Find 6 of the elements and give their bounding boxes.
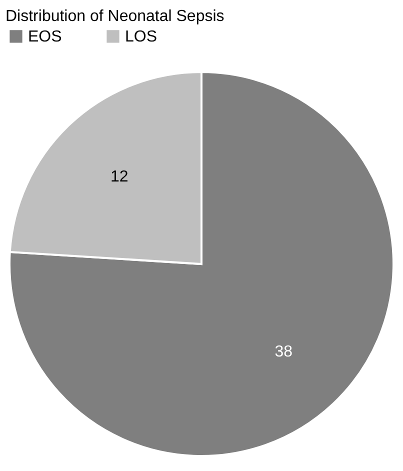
data-label: 12	[110, 168, 128, 186]
data-label: 38	[274, 343, 293, 360]
chart-title: Distribution of Neonatal Sepsis	[6, 8, 224, 25]
legend-label: LOS	[125, 28, 158, 46]
legend-label: EOS	[28, 28, 62, 46]
pie-slice	[8, 71, 394, 457]
